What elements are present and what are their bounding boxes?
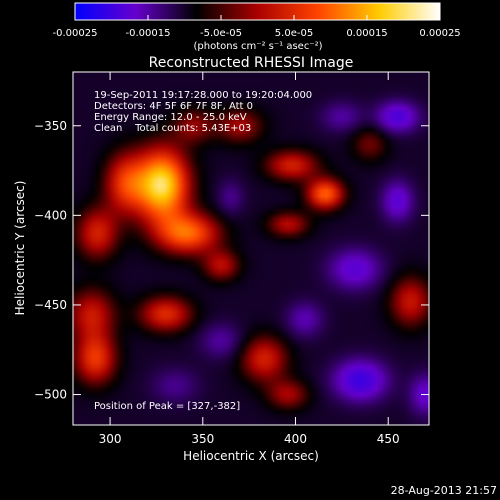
colorbar-tick-label: -5.0e-05: [200, 28, 242, 39]
y-tick-label: −500: [34, 388, 67, 402]
y-axis-ticks: −350 −400 −450 −500: [34, 119, 429, 402]
annotation-clean-counts: Clean Total counts: 5.43E+03: [94, 123, 251, 134]
y-tick-label: −350: [34, 119, 67, 133]
annotation-detectors: Detectors: 4F 5F 6F 7F 8F, Att 0: [94, 101, 253, 112]
colorbar-unit-label: (photons cm⁻² s⁻¹ asec⁻²): [193, 41, 322, 52]
colorbar-ticks: -0.00025 -0.00015 -5.0e-05 5.0e-05 0.00015 0.…: [53, 15, 461, 39]
colorbar-tick-label: -0.00015: [126, 28, 171, 39]
annotation-time-range: 19-Sep-2011 19:17:28.000 to 19:20:04.000: [94, 90, 312, 101]
annotation-energy-range: Energy Range: 12.0 - 25.0 keV: [94, 112, 247, 123]
y-axis-label: Heliocentric Y (arcsec): [13, 181, 27, 316]
heatmap-image: [73, 72, 429, 425]
x-tick-label: 450: [377, 432, 400, 446]
x-axis-label: Heliocentric X (arcsec): [183, 449, 319, 463]
colorbar: [74, 2, 441, 21]
annotation-peak-position: Position of Peak = [327,-382]: [94, 401, 240, 412]
y-tick-label: −450: [34, 298, 67, 312]
x-tick-label: 300: [99, 432, 122, 446]
colorbar-tick-label: 5.0e-05: [275, 28, 313, 39]
heatmap-raster: [73, 72, 429, 425]
x-axis-ticks: 300 350 400 450: [99, 72, 400, 446]
colorbar-tick-label: 0.00015: [346, 28, 387, 39]
x-tick-label: 350: [191, 432, 214, 446]
plot-frame: [72, 71, 430, 426]
colorbar-tick-label: 0.00025: [419, 28, 460, 39]
colorbar-tick-label: -0.00025: [53, 28, 98, 39]
chart-title: Reconstructed RHESSI Image: [149, 55, 354, 71]
x-tick-label: 400: [284, 432, 307, 446]
y-tick-label: −400: [34, 208, 67, 222]
generation-timestamp: 28-Aug-2013 21:57: [391, 484, 497, 497]
